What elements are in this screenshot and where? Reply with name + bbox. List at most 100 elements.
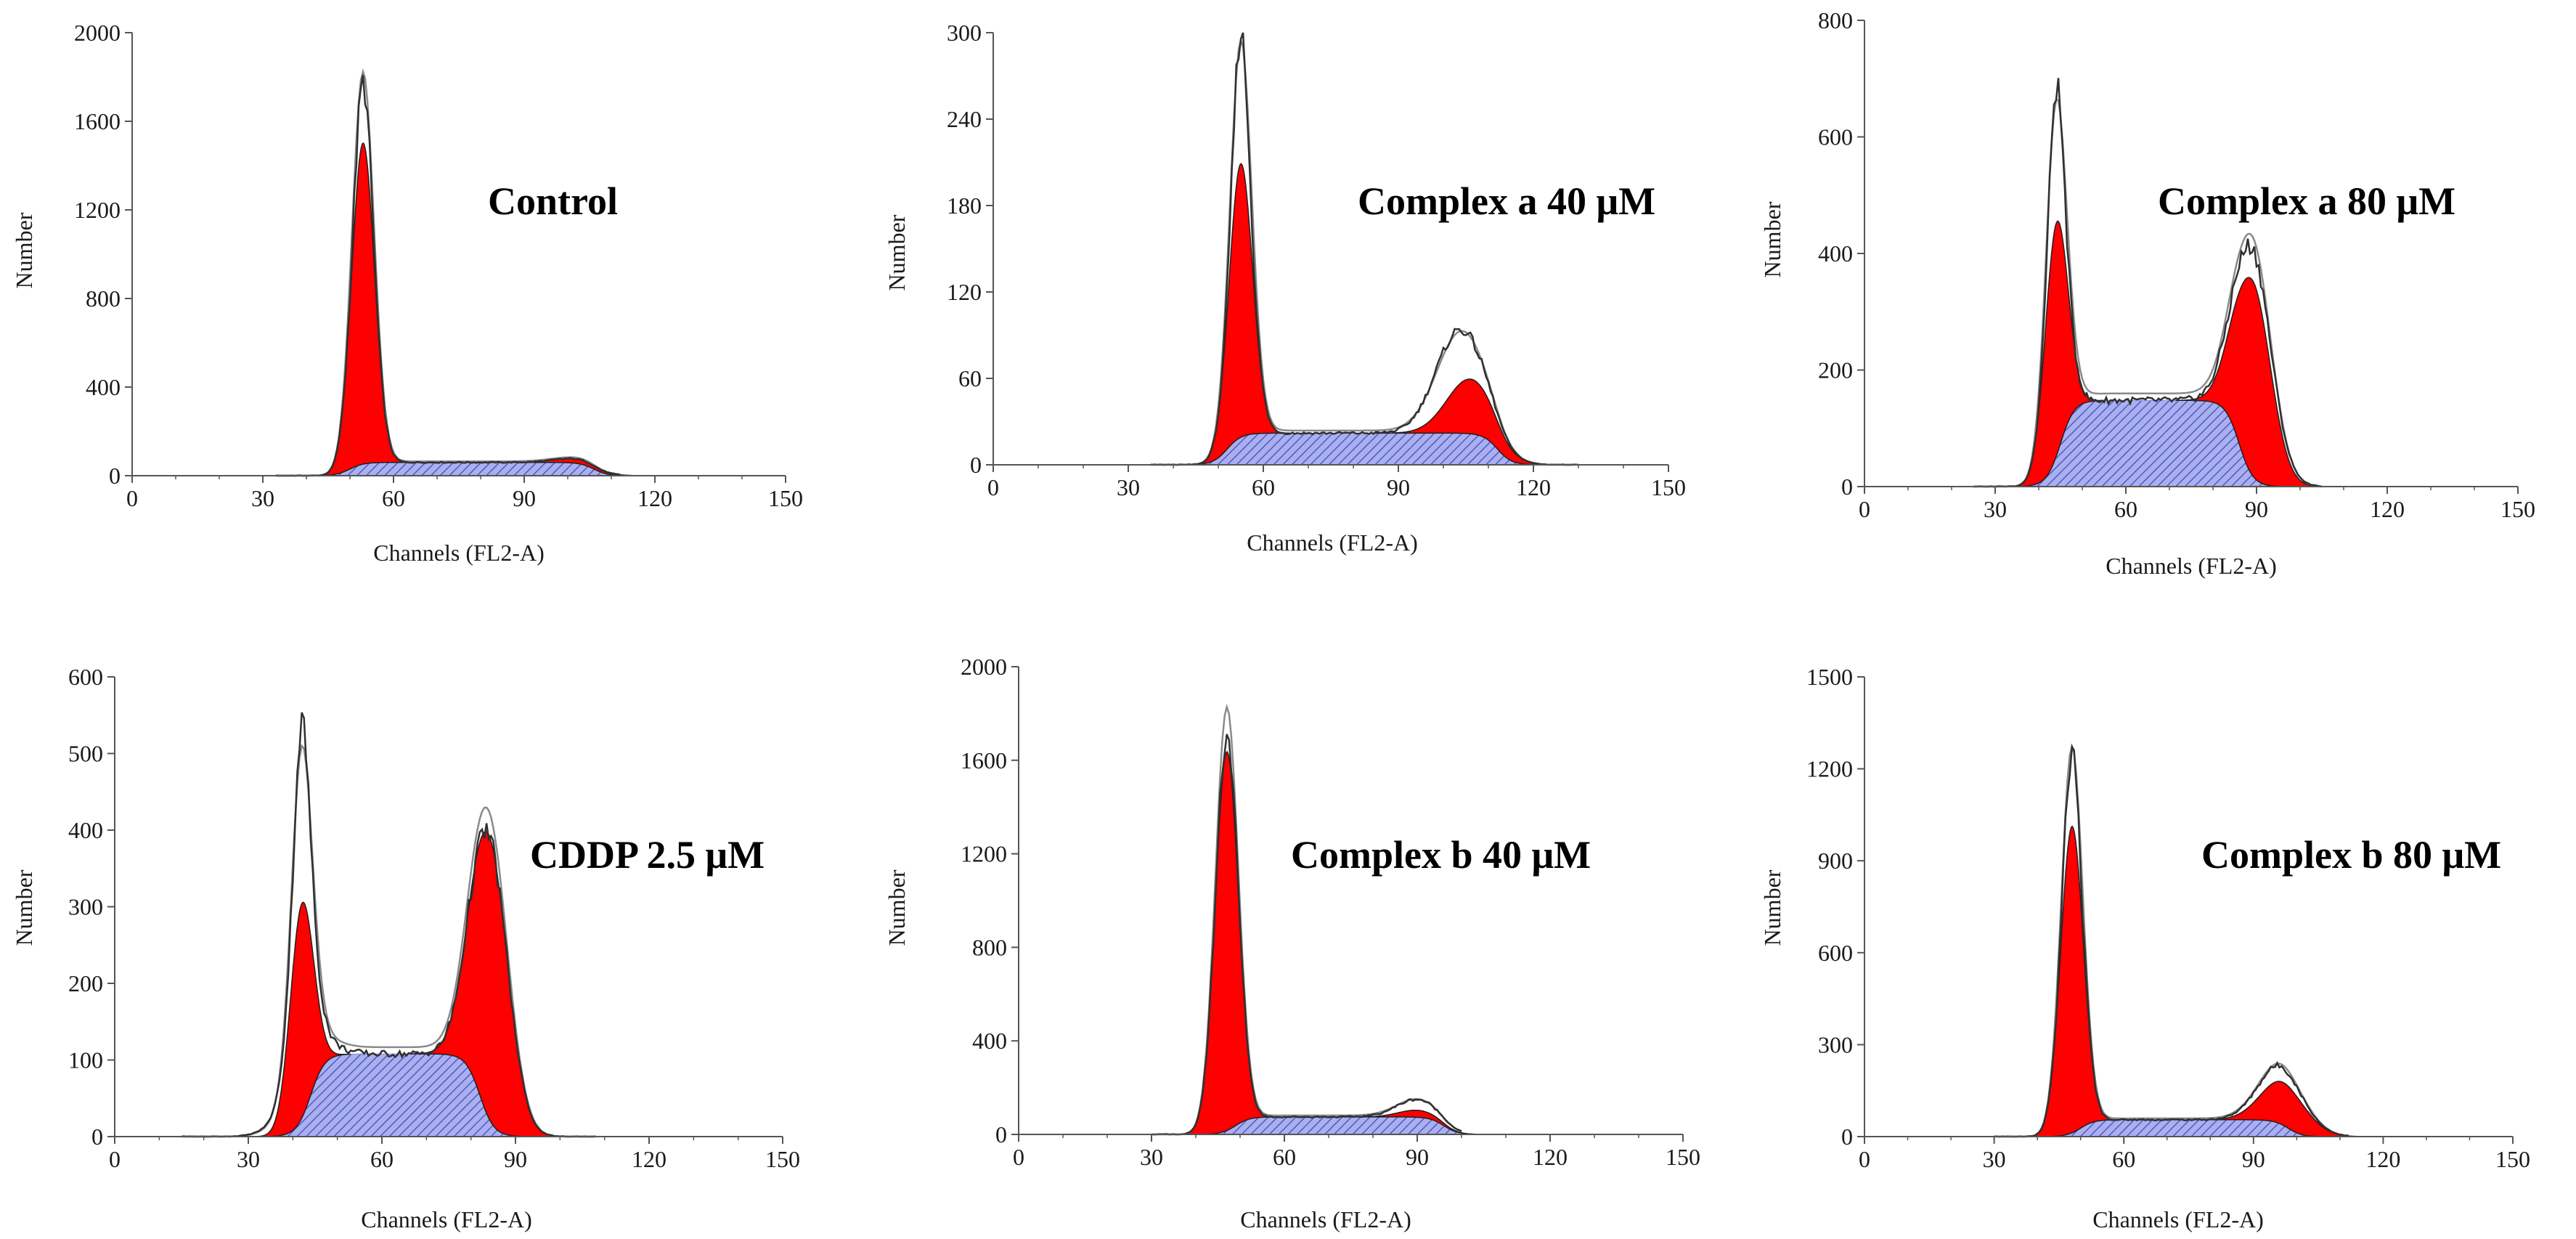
s-phase-area — [993, 432, 1668, 466]
x-tick-label: 90 — [504, 1146, 527, 1172]
y-tick-label: 800 — [972, 934, 1007, 960]
y-tick-label: 0 — [91, 1124, 103, 1150]
x-axis-label: Channels (FL2-A) — [373, 540, 545, 566]
x-tick-label: 0 — [987, 474, 999, 500]
x-tick-label: 150 — [1666, 1144, 1700, 1170]
y-tick-label: 1200 — [1806, 756, 1853, 782]
x-tick-label: 60 — [1252, 474, 1275, 500]
x-tick-label: 90 — [2245, 496, 2268, 522]
s-phase-area — [1019, 1116, 1683, 1135]
x-tick-label: 120 — [632, 1146, 667, 1172]
x-tick-label: 0 — [1859, 1146, 1870, 1172]
data-trace-line — [1152, 734, 1462, 1136]
y-tick-label: 400 — [68, 817, 103, 843]
panel-title: Complex a 80 μM — [2158, 179, 2455, 223]
x-axis-label: Channels (FL2-A) — [2092, 1206, 2264, 1232]
x-tick-label: 60 — [382, 485, 405, 511]
y-axis-label: Number — [11, 869, 37, 946]
g2-peak-area — [1371, 378, 1569, 466]
data-trace-line — [1973, 78, 2323, 488]
fit-trace-line — [276, 68, 621, 477]
x-tick-label: 120 — [2370, 496, 2405, 522]
y-tick-label: 0 — [1841, 1124, 1853, 1150]
fit-trace-line — [1152, 703, 1462, 1136]
panel-marks: 0 30 60 90 120 150 0 400 800 1200 1600 2000 — [74, 20, 803, 511]
y-tick-label: 240 — [947, 106, 982, 132]
s-phase-area — [1864, 1119, 2513, 1137]
y-tick-label: 1200 — [961, 841, 1007, 867]
x-tick-label: 120 — [637, 485, 672, 511]
fit-trace-line — [1151, 36, 1578, 466]
panel-title: Control — [488, 179, 618, 223]
x-tick-label: 90 — [1406, 1144, 1429, 1170]
y-tick-label: 400 — [972, 1028, 1007, 1054]
panel-title: Complex b 80 μM — [2201, 833, 2501, 877]
x-tick-label: 150 — [2495, 1146, 2530, 1172]
panel-marks: 0 30 60 90 120 150 0 200 400 600 800 — [1818, 7, 2535, 522]
x-tick-label: 0 — [109, 1146, 121, 1172]
y-tick-label: 300 — [947, 20, 982, 46]
y-tick-label: 180 — [947, 192, 982, 219]
y-tick-label: 120 — [947, 279, 982, 305]
x-tick-label: 60 — [2112, 1146, 2135, 1172]
chart-panel-complex-b-40: 0 30 60 90 120 150 0 400 800 1200 1600 2000 Complex… — [884, 654, 1700, 1232]
g1-peak-area — [2024, 825, 2119, 1137]
data-trace-line — [181, 712, 596, 1138]
x-tick-label: 90 — [2242, 1146, 2265, 1172]
y-tick-label: 60 — [958, 365, 982, 391]
g2-peak-area — [2189, 1081, 2379, 1137]
y-axis-label: Number — [1759, 201, 1785, 277]
y-axis-label: Number — [1759, 869, 1785, 946]
y-tick-label: 400 — [86, 374, 121, 400]
s-phase-area — [1864, 399, 2518, 487]
x-tick-label: 30 — [237, 1146, 260, 1172]
y-tick-label: 800 — [86, 285, 121, 312]
x-tick-label: 30 — [1983, 1146, 2006, 1172]
chart-panel-control: 0 30 60 90 120 150 0 400 800 1200 1600 2000 Control… — [11, 20, 803, 566]
x-tick-label: 30 — [251, 485, 274, 511]
x-axis-label: Channels (FL2-A) — [2106, 553, 2277, 579]
panel-title: Complex a 40 μM — [1358, 179, 1655, 223]
y-tick-label: 2000 — [74, 20, 121, 46]
y-tick-label: 0 — [970, 452, 982, 478]
x-tick-label: 60 — [2114, 496, 2137, 522]
x-tick-label: 120 — [1516, 474, 1551, 500]
chart-panel-complex-a-40: 0 30 60 90 120 150 0 60 120 180 240 300 Complex a 4… — [884, 20, 1686, 556]
x-tick-label: 30 — [1140, 1144, 1163, 1170]
y-tick-label: 600 — [1818, 124, 1853, 150]
y-axis-label: Number — [884, 869, 910, 946]
y-tick-label: 100 — [68, 1047, 103, 1073]
panel-title: CDDP 2.5 μM — [530, 833, 765, 877]
y-tick-label: 2000 — [961, 654, 1007, 680]
x-tick-label: 150 — [1651, 474, 1686, 500]
x-tick-label: 120 — [1533, 1144, 1568, 1170]
y-tick-label: 600 — [1818, 940, 1853, 966]
s-phase-area — [115, 1053, 783, 1137]
panel-marks: 0 30 60 90 120 150 0 100 200 300 400 500 600 — [68, 664, 800, 1172]
x-tick-label: 0 — [1013, 1144, 1024, 1170]
y-axis-label: Number — [11, 212, 37, 288]
x-axis-label: Channels (FL2-A) — [1247, 529, 1418, 556]
y-axis-label: Number — [884, 214, 910, 291]
g2-peak-area — [1339, 1109, 1496, 1135]
data-trace-line — [1994, 744, 2349, 1138]
panel-marks: 0 30 60 90 120 150 0 400 800 1200 1600 2000 — [961, 654, 1700, 1170]
g1-peak-area — [1178, 750, 1276, 1135]
y-tick-label: 200 — [68, 970, 103, 996]
g1-peak-area — [1191, 163, 1290, 466]
y-tick-label: 500 — [68, 741, 103, 767]
y-tick-label: 400 — [1818, 240, 1853, 267]
x-tick-label: 60 — [370, 1146, 394, 1172]
x-tick-label: 90 — [513, 485, 536, 511]
data-trace-line — [275, 75, 621, 477]
panel-marks: 0 30 60 90 120 150 0 60 120 180 240 300 — [947, 20, 1686, 500]
y-tick-label: 1600 — [74, 108, 121, 134]
y-tick-label: 600 — [68, 664, 103, 690]
x-tick-label: 30 — [1984, 496, 2007, 522]
x-tick-label: 60 — [1273, 1144, 1296, 1170]
y-tick-label: 0 — [109, 463, 121, 489]
chart-panel-complex-a-80: 0 30 60 90 120 150 0 200 400 600 800 Complex a 80 … — [1759, 7, 2535, 579]
panel-title: Complex b 40 μM — [1291, 833, 1591, 877]
s-phase-area — [132, 462, 786, 476]
